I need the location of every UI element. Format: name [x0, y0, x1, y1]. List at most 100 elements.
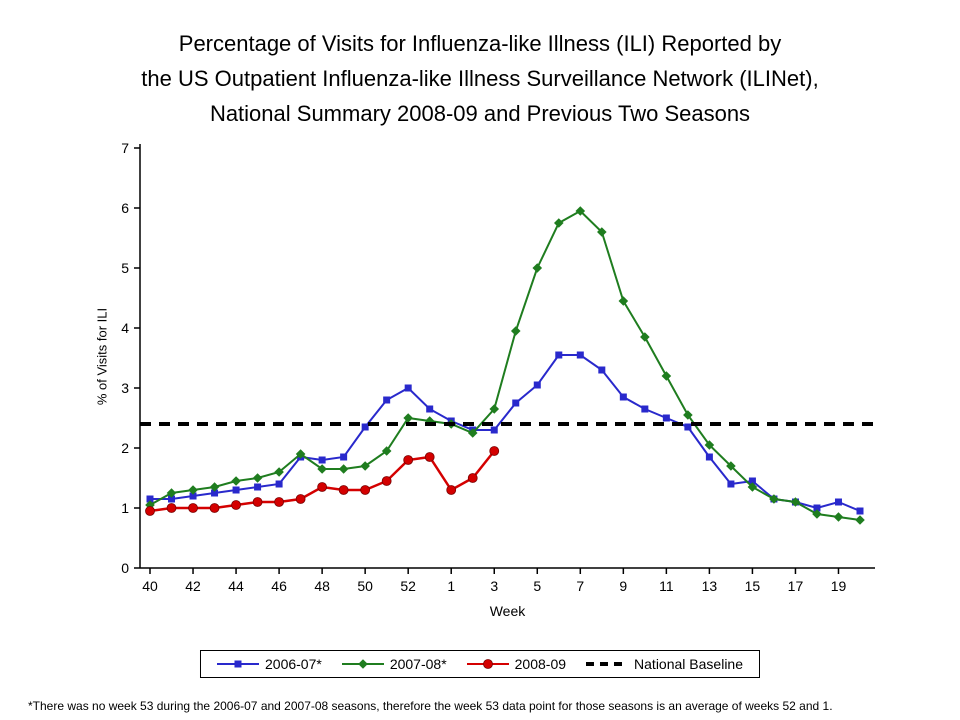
legend-label: National Baseline: [634, 656, 744, 672]
data-point: [576, 351, 584, 359]
y-tick-label: 1: [121, 500, 129, 516]
data-point: [252, 497, 263, 507]
chart-title: Percentage of Visits for Influenza-like …: [0, 26, 960, 131]
y-tick-label: 5: [121, 260, 129, 276]
data-point: [338, 464, 349, 474]
data-point: [275, 480, 283, 488]
data-point: [727, 480, 735, 488]
data-point: [274, 467, 284, 477]
data-point: [231, 500, 241, 510]
data-point: [168, 495, 176, 503]
data-point: [361, 423, 369, 431]
x-tick-label: 11: [659, 578, 674, 594]
x-axis-ticks: 40 42 44 46 48 50 52 1 3 5 7 9 11 13 15 17 19: [142, 568, 846, 594]
data-point: [188, 485, 198, 495]
y-tick-label: 2: [121, 440, 129, 456]
data-point: [855, 515, 865, 525]
data-point: [232, 486, 240, 494]
data-point: [684, 423, 692, 431]
x-tick-label: 1: [447, 578, 455, 594]
data-point: [575, 206, 586, 216]
data-point: [189, 492, 197, 500]
x-tick-label: 17: [788, 578, 804, 594]
data-point: [726, 461, 736, 471]
legend-item-2006-07: 2006-07*: [216, 656, 322, 672]
data-point: [317, 464, 327, 474]
legend-item-2007-08: 2007-08*: [341, 656, 447, 672]
legend-swatch-2006-07: [216, 660, 259, 668]
data-point: [833, 512, 844, 522]
data-point: [856, 507, 864, 515]
legend-swatch-2007-08: [341, 659, 384, 669]
data-point: [252, 473, 263, 483]
data-point: [704, 440, 715, 450]
data-point: [166, 503, 177, 513]
legend-label: 2006-07*: [264, 656, 322, 672]
data-point: [338, 485, 349, 495]
y-tick-label: 7: [121, 140, 129, 156]
data-point: [834, 498, 842, 506]
x-tick-label: 40: [142, 578, 158, 594]
data-point: [618, 296, 629, 306]
x-tick-label: 50: [357, 578, 373, 594]
data-point: [254, 483, 262, 491]
data-point: [381, 446, 392, 456]
x-tick-label: 13: [702, 578, 718, 594]
x-tick-label: 7: [576, 578, 584, 594]
y-tick-label: 0: [121, 560, 129, 576]
data-point: [598, 366, 606, 374]
data-point: [188, 503, 198, 513]
data-point: [467, 473, 478, 483]
data-point: [403, 455, 414, 465]
data-point: [404, 384, 412, 392]
data-point: [383, 396, 391, 404]
x-tick-label: 52: [400, 578, 416, 594]
data-point: [340, 453, 348, 461]
x-tick-label: 15: [745, 578, 761, 594]
data-point: [597, 227, 607, 237]
x-tick-label: 44: [228, 578, 244, 594]
x-tick-label: 46: [271, 578, 287, 594]
data-point: [661, 371, 672, 381]
chart-title-line3: National Summary 2008-09 and Previous Tw…: [209, 101, 751, 126]
data-point: [662, 414, 670, 422]
x-tick-label: 5: [533, 578, 541, 594]
chart-legend: 2006-07* 2007-08* 2008-09 National Baseline: [199, 650, 761, 678]
data-point: [512, 399, 520, 407]
data-point: [446, 485, 457, 495]
data-point: [555, 351, 563, 359]
data-point: [812, 509, 822, 519]
data-point: [274, 497, 284, 507]
data-point: [489, 446, 500, 456]
legend-item-2008-09: 2008-09: [466, 656, 567, 672]
legend-swatch-national-baseline: [586, 662, 629, 666]
data-point: [426, 405, 434, 413]
data-point: [790, 497, 801, 507]
series-2007-08: [145, 206, 865, 525]
legend-swatch-2008-09: [466, 659, 509, 669]
data-point: [209, 482, 220, 492]
x-tick-label: 3: [490, 578, 498, 594]
data-point: [510, 326, 521, 336]
chart-title-line2: the US Outpatient Influenza-like Illness…: [141, 66, 819, 91]
data-point: [360, 485, 371, 495]
data-point: [209, 503, 220, 513]
legend-item-national-baseline: National Baseline: [586, 656, 743, 672]
data-point: [683, 410, 693, 420]
data-point: [619, 393, 627, 401]
legend-label: 2008-09: [514, 656, 567, 672]
x-tick-label: 19: [831, 578, 847, 594]
data-point: [403, 413, 413, 423]
data-point: [381, 476, 392, 486]
data-point: [424, 452, 435, 462]
data-point: [533, 381, 541, 389]
footnote: *There was no week 53 during the 2006-07…: [28, 699, 833, 713]
data-point: [166, 488, 177, 498]
data-point: [295, 494, 306, 504]
data-point: [145, 506, 155, 516]
data-point: [231, 476, 241, 486]
data-point: [747, 482, 758, 492]
x-axis-title: Week: [489, 603, 526, 619]
y-tick-label: 3: [121, 380, 129, 396]
